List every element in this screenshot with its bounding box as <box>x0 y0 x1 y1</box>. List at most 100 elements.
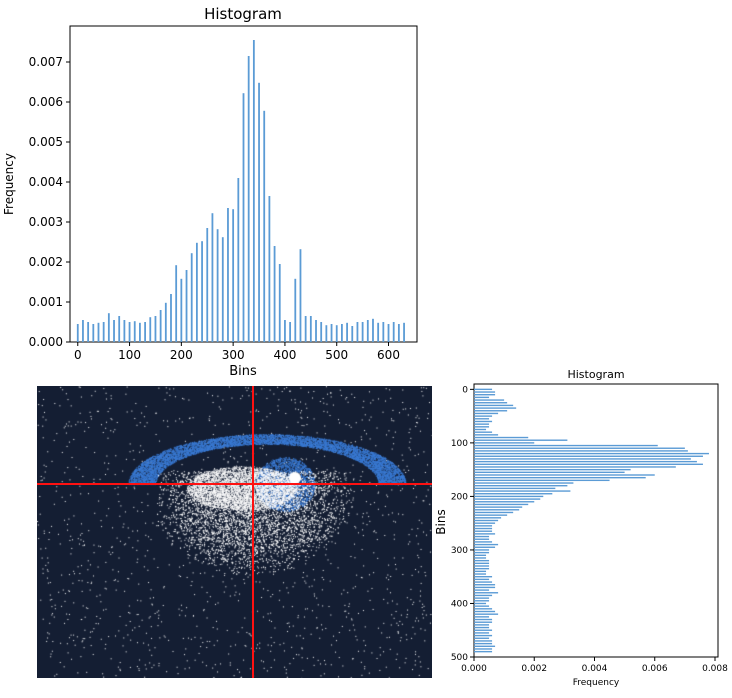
row-chart-bar <box>474 632 490 634</box>
column-chart-bar <box>128 322 131 342</box>
row-chart-bar <box>474 592 499 594</box>
row-chart-bar <box>474 506 523 508</box>
column-chart-bar <box>180 278 183 342</box>
column-chart-bar <box>273 246 276 342</box>
y-tick-label: 0.007 <box>29 55 63 69</box>
column-chart-bar <box>289 322 292 342</box>
column-chart-bar <box>216 229 219 342</box>
column-chart-bar <box>252 40 255 342</box>
row-chart-bar <box>474 525 493 527</box>
row-chart-bar <box>474 460 697 463</box>
row-chart-bar <box>474 428 487 431</box>
row-chart-bar <box>474 624 490 626</box>
row-chart-bar <box>474 402 508 404</box>
row-chart-bar <box>474 538 490 540</box>
column-chart-x-label: Bins <box>229 364 257 379</box>
column-chart-bar <box>211 213 214 342</box>
row-chart-bar <box>474 629 493 631</box>
column-chart-bar <box>232 209 235 342</box>
column-chart-bar <box>304 316 307 342</box>
column-chart-bar <box>164 302 167 342</box>
row-chart-bar <box>474 420 493 423</box>
row-chart-bar <box>474 549 490 551</box>
column-chart-bar <box>102 322 105 342</box>
column-chart-bar <box>247 56 250 342</box>
row-chart-bar <box>474 600 490 602</box>
row-chart-bar <box>474 519 499 522</box>
row-chart-bar <box>474 476 646 479</box>
column-chart-bar <box>356 322 359 342</box>
column-chart-bar <box>309 316 312 342</box>
y-tick-label: 0.006 <box>29 95 63 109</box>
column-chart-bar <box>278 264 281 342</box>
row-chart-bar <box>474 578 490 581</box>
column-chart-bar <box>361 322 364 342</box>
column-chart-bar <box>242 93 245 342</box>
row-chart-bar <box>474 527 493 530</box>
row-chart-bar <box>474 511 514 514</box>
row-chart-bar <box>474 616 490 618</box>
column-chart-bar <box>76 324 79 342</box>
crosshair-vertical-line[interactable] <box>252 386 254 678</box>
row-chart-bar <box>474 388 493 391</box>
row-chart-bar <box>474 546 496 548</box>
column-chart-bar <box>201 241 203 342</box>
x-tick-label: 0.008 <box>702 664 728 674</box>
crosshair-horizontal-line[interactable] <box>37 483 432 485</box>
row-chart-bar <box>474 455 703 457</box>
column-chart-bar <box>170 294 172 342</box>
column-chart-bar <box>133 321 136 342</box>
row-chart-bar <box>474 618 493 621</box>
column-chart-bar <box>107 313 110 342</box>
column-chart-bar <box>87 322 90 342</box>
row-chart-bar <box>474 471 625 474</box>
row-chart-bar <box>474 498 541 500</box>
column-chart-bar <box>221 237 224 342</box>
image-display[interactable] <box>37 386 432 678</box>
column-chart-bar <box>159 310 162 342</box>
row-chart-bar <box>474 495 544 498</box>
row-chart-bar <box>474 468 631 471</box>
row-chart-bar <box>474 573 487 575</box>
x-tick-label: 100 <box>118 348 141 362</box>
row-chart-bar <box>474 490 571 492</box>
row-chart-bar <box>474 597 490 599</box>
row-chart-bar <box>474 551 490 554</box>
row-chart-bar <box>474 415 493 417</box>
row-chart-bar <box>474 439 568 441</box>
column-chart-bar <box>149 317 152 342</box>
x-tick-label: 500 <box>325 348 348 362</box>
x-tick-label: 0.006 <box>642 664 668 674</box>
row-chart-bar <box>474 562 490 565</box>
row-chart-bar <box>474 514 508 516</box>
row-chart-bar <box>474 487 556 490</box>
row-chart-bar <box>474 589 490 591</box>
column-chart-bar <box>403 322 405 342</box>
column-chart-bar <box>82 320 84 342</box>
row-chart-bar <box>474 584 496 586</box>
column-chart-bar <box>372 318 374 342</box>
row-chart-y-label: Bins <box>434 509 448 534</box>
row-chart-bar <box>474 567 490 570</box>
column-chart-y-axis: 0.000 0.001 0.002 0.003 0.004 0.005 0.006 0.007 <box>29 55 70 349</box>
row-chart-bar <box>474 407 517 409</box>
row-chart-bar <box>474 570 487 573</box>
row-chart-bar <box>474 594 493 597</box>
row-chart-bar <box>474 581 493 583</box>
row-chart-bar <box>474 452 709 455</box>
y-tick-label: 0.002 <box>29 255 63 269</box>
row-chart-bar <box>474 479 610 482</box>
column-chart-bar <box>185 270 188 342</box>
row-chart-plot-frame <box>473 383 719 658</box>
row-chart-bar <box>474 463 703 465</box>
row-chart-bar <box>474 442 535 444</box>
y-tick-label: 0.004 <box>29 175 63 189</box>
column-chart-bar <box>397 324 400 342</box>
y-tick-label: 0.003 <box>29 215 63 229</box>
row-chart-bar <box>474 418 490 420</box>
row-chart-bar <box>474 565 490 567</box>
column-chart-bar <box>346 322 348 342</box>
row-chart-bar <box>474 436 529 439</box>
column-chart-bar <box>195 242 198 342</box>
column-chart-bar <box>97 322 100 342</box>
